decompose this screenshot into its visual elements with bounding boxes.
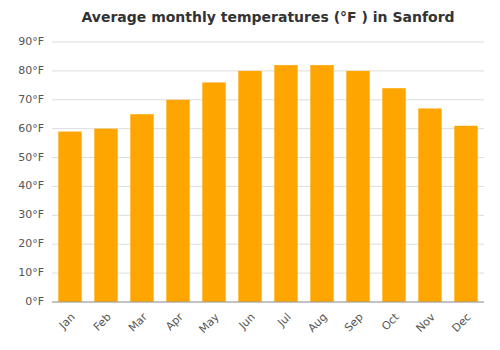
bar (238, 71, 261, 302)
y-tick-label: 60°F (18, 122, 44, 135)
grid-line (52, 70, 484, 71)
y-tick-label: 20°F (18, 237, 44, 250)
y-tick-label: 70°F (18, 93, 44, 106)
bars (58, 65, 477, 302)
bar (94, 129, 117, 302)
grid-line (52, 99, 484, 100)
bar (58, 132, 81, 302)
x-tick-label: Feb (91, 311, 114, 334)
bar (130, 114, 153, 302)
x-tick-label: Apr (163, 310, 186, 333)
chart-container: Average monthly temperatures (°F ) in Sa… (0, 0, 500, 350)
x-axis: Jan Feb Mar Apr May Jun Jul Aug Sep Oct Nov Dec (56, 310, 474, 336)
x-axis-line (52, 302, 484, 303)
x-tick-label: Dec (450, 311, 474, 335)
x-tick-label: Aug (305, 311, 329, 335)
y-tick-label: 80°F (18, 64, 44, 77)
y-axis: 0°F 10°F 20°F 30°F 40°F 50°F 60°F 70°F 80°F 90°F (18, 35, 484, 308)
x-tick-label: Sep (342, 311, 366, 335)
x-tick-label: May (196, 310, 222, 336)
bar (382, 88, 405, 302)
y-tick-label: 0°F (25, 295, 44, 308)
bar (310, 65, 333, 302)
grid-line (52, 42, 484, 43)
x-tick-label: Oct (379, 310, 402, 333)
grid-line (52, 302, 484, 303)
bar (274, 65, 297, 302)
bar (454, 126, 477, 302)
bar (202, 82, 225, 302)
x-tick-label: Jun (236, 311, 258, 333)
title: Average monthly temperatures (°F ) in Sa… (81, 9, 454, 25)
x-tick-label: Mar (126, 310, 150, 334)
x-tick-label: Jan (56, 311, 78, 333)
y-tick-label: 30°F (18, 208, 44, 221)
bar (418, 108, 441, 302)
y-tick-label: 10°F (18, 266, 44, 279)
y-tick-label: 40°F (18, 179, 44, 192)
chart: Average monthly temperatures (°F ) in Sa… (0, 0, 500, 350)
bar (166, 100, 189, 302)
x-tick-label: Jul (274, 311, 293, 330)
x-tick-label: Nov (413, 310, 438, 335)
y-tick-label: 90°F (18, 35, 44, 48)
bar (346, 71, 369, 302)
y-tick-label: 50°F (18, 151, 44, 164)
